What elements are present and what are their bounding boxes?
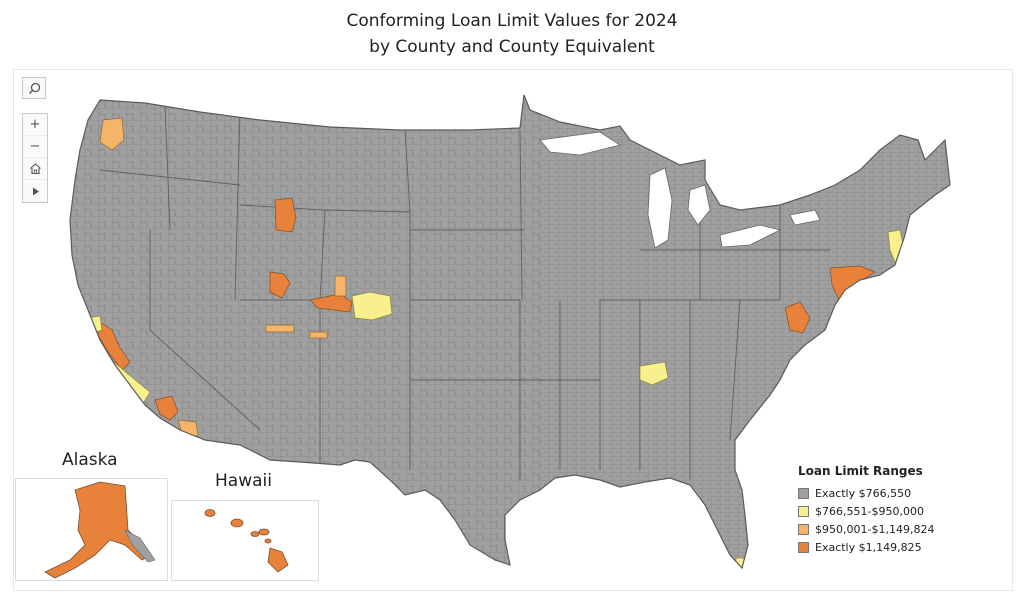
map-title: Conforming Loan Limit Values for 2024 by…	[0, 8, 1024, 60]
great-lakes	[539, 131, 821, 249]
zoom-out-button[interactable]: −	[23, 136, 47, 158]
map-toolbar: + −	[22, 77, 48, 203]
alaska-map	[44, 481, 156, 579]
legend-swatch	[798, 505, 809, 517]
legend-title: Loan Limit Ranges	[798, 464, 923, 478]
legend-label: Exactly $766,550	[815, 486, 912, 500]
legend: Loan Limit Ranges Exactly $766,550 $766,…	[798, 464, 934, 556]
home-button[interactable]	[23, 158, 47, 180]
alaska-label: Alaska	[62, 450, 118, 470]
title-line-1: Conforming Loan Limit Values for 2024	[346, 11, 678, 31]
legend-swatch	[798, 523, 809, 535]
legend-swatch	[798, 487, 809, 499]
legend-label: Exactly $1,149,825	[815, 540, 922, 554]
hawaii-inset-box	[171, 500, 319, 581]
search-button[interactable]	[22, 77, 46, 99]
home-icon	[29, 163, 41, 175]
hawaii-map	[204, 509, 289, 573]
legend-item[interactable]: $950,001-$1,149,824	[798, 520, 934, 538]
state-borders	[99, 104, 830, 480]
zoom-controls: + −	[22, 113, 48, 203]
hawaii-label: Hawaii	[215, 471, 272, 491]
title-line-2: by County and County Equivalent	[369, 37, 655, 57]
pan-button[interactable]	[23, 180, 47, 202]
legend-label: $950,001-$1,149,824	[815, 522, 935, 536]
legend-swatch	[798, 541, 809, 553]
search-icon	[28, 82, 40, 94]
legend-item[interactable]: Exactly $1,149,825	[798, 538, 934, 556]
zoom-in-button[interactable]: +	[23, 114, 47, 136]
highlight-tier4	[97, 197, 876, 421]
play-icon	[32, 187, 39, 195]
legend-item[interactable]: $766,551-$950,000	[798, 502, 934, 520]
alaska-inset-box	[15, 478, 168, 581]
highlight-tier3	[99, 117, 347, 437]
legend-label: $766,551-$950,000	[815, 504, 924, 518]
legend-item[interactable]: Exactly $766,550	[798, 484, 934, 502]
